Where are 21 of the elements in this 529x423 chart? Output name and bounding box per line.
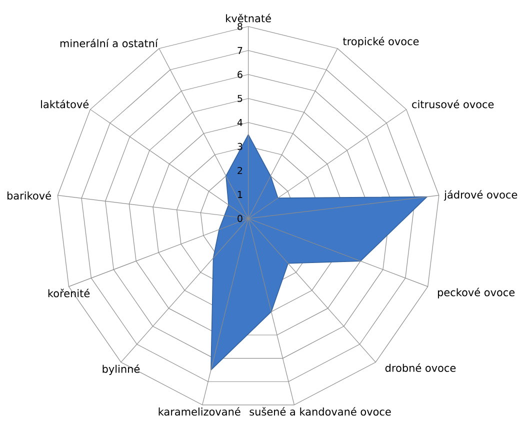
y-tick-label: 6 xyxy=(238,70,242,78)
y-tick-label: 2 xyxy=(238,166,242,174)
spoke-label: peckové ovoce xyxy=(438,288,515,298)
spoke-label: sušené a kandované ovoce xyxy=(250,407,391,416)
y-tick-label: 8 xyxy=(238,22,242,30)
spoke-label: drobné ovoce xyxy=(385,363,456,372)
spoke-label: minerální a ostatní xyxy=(60,38,158,48)
spoke-label: květnaté xyxy=(226,14,271,22)
y-tick-label: 1 xyxy=(238,191,242,198)
spoke-label: jádrové ovoce xyxy=(444,190,518,201)
y-tick-label: 0 xyxy=(238,214,242,222)
spoke-label: citrusové ovoce xyxy=(412,100,494,108)
y-tick-label: 4 xyxy=(237,119,242,126)
y-tick-label: 5 xyxy=(238,94,242,102)
spoke-label: barikové xyxy=(7,191,51,200)
spoke-label: bylinné xyxy=(102,364,140,375)
spoke-label: laktátové xyxy=(41,100,89,108)
spoke-label: kořenité xyxy=(48,288,90,298)
spoke-label: karamelizované xyxy=(158,407,240,416)
spoke-label: tropické ovoce xyxy=(343,36,419,48)
y-tick-label: 7 xyxy=(238,47,242,54)
